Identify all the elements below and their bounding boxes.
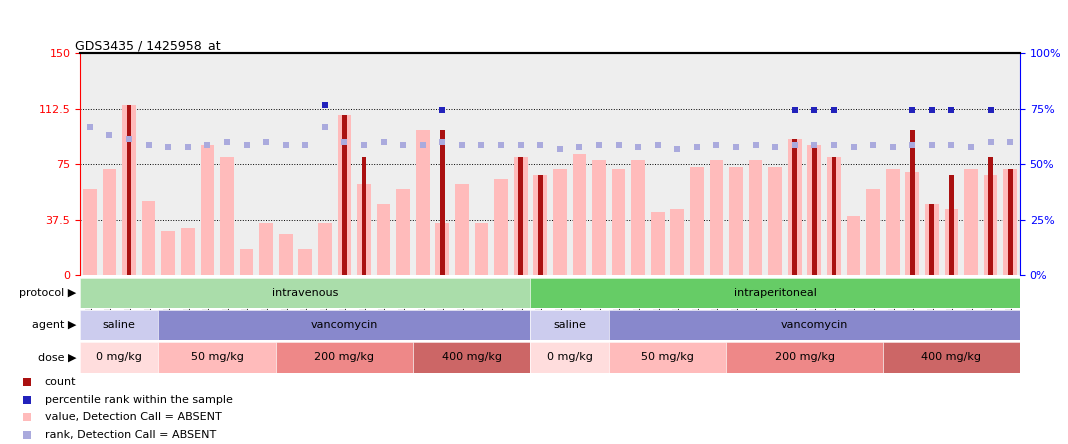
- Bar: [494, 179, 508, 275]
- Bar: [298, 249, 312, 275]
- Bar: [984, 174, 998, 275]
- Text: GDS3435 / 1425958_at: GDS3435 / 1425958_at: [76, 39, 221, 52]
- Bar: [749, 160, 763, 275]
- Text: value, Detection Call = ABSENT: value, Detection Call = ABSENT: [45, 412, 221, 422]
- Bar: [807, 145, 821, 275]
- Bar: [885, 169, 899, 275]
- Bar: [396, 190, 410, 275]
- Bar: [812, 145, 817, 275]
- Text: 400 mg/kg: 400 mg/kg: [442, 353, 502, 362]
- Text: percentile rank within the sample: percentile rank within the sample: [45, 395, 233, 404]
- Text: intraperitoneal: intraperitoneal: [734, 288, 817, 297]
- Bar: [436, 223, 450, 275]
- Bar: [792, 139, 797, 275]
- Bar: [514, 157, 528, 275]
- Bar: [964, 169, 978, 275]
- Bar: [533, 174, 547, 275]
- Bar: [415, 130, 429, 275]
- Bar: [572, 154, 586, 275]
- Bar: [83, 190, 97, 275]
- Bar: [553, 169, 567, 275]
- Text: protocol ▶: protocol ▶: [19, 288, 77, 297]
- Text: 200 mg/kg: 200 mg/kg: [314, 353, 375, 362]
- Bar: [906, 172, 920, 275]
- Bar: [357, 183, 371, 275]
- Bar: [377, 204, 391, 275]
- Bar: [709, 160, 723, 275]
- Text: 400 mg/kg: 400 mg/kg: [922, 353, 981, 362]
- Bar: [279, 234, 293, 275]
- Bar: [944, 209, 958, 275]
- Bar: [612, 169, 626, 275]
- Text: saline: saline: [103, 320, 136, 330]
- Bar: [847, 216, 861, 275]
- Bar: [729, 167, 743, 275]
- Bar: [910, 130, 914, 275]
- Bar: [949, 174, 954, 275]
- Text: 0 mg/kg: 0 mg/kg: [547, 353, 593, 362]
- Text: saline: saline: [553, 320, 586, 330]
- Bar: [866, 190, 880, 275]
- Bar: [988, 157, 993, 275]
- Bar: [260, 223, 273, 275]
- Bar: [474, 223, 488, 275]
- Text: agent ▶: agent ▶: [32, 320, 77, 330]
- Text: vancomycin: vancomycin: [311, 320, 378, 330]
- Bar: [592, 160, 606, 275]
- Bar: [362, 157, 366, 275]
- Bar: [201, 145, 215, 275]
- Bar: [671, 209, 685, 275]
- Text: dose ▶: dose ▶: [37, 353, 77, 362]
- Bar: [827, 157, 841, 275]
- Bar: [220, 157, 234, 275]
- Bar: [1003, 169, 1017, 275]
- Bar: [342, 115, 347, 275]
- Text: 50 mg/kg: 50 mg/kg: [641, 353, 694, 362]
- Bar: [440, 130, 444, 275]
- Text: count: count: [45, 377, 76, 387]
- Bar: [180, 228, 194, 275]
- Text: vancomycin: vancomycin: [781, 320, 848, 330]
- Text: intravenous: intravenous: [272, 288, 339, 297]
- Text: 0 mg/kg: 0 mg/kg: [96, 353, 142, 362]
- Bar: [650, 212, 664, 275]
- Bar: [788, 139, 802, 275]
- Bar: [122, 105, 136, 275]
- Bar: [925, 204, 939, 275]
- Bar: [832, 157, 836, 275]
- Bar: [103, 169, 116, 275]
- Bar: [337, 115, 351, 275]
- Bar: [239, 249, 253, 275]
- Bar: [161, 231, 175, 275]
- Text: 200 mg/kg: 200 mg/kg: [774, 353, 834, 362]
- Bar: [1008, 169, 1012, 275]
- Bar: [929, 204, 934, 275]
- Text: rank, Detection Call = ABSENT: rank, Detection Call = ABSENT: [45, 430, 216, 440]
- Bar: [518, 157, 523, 275]
- Bar: [142, 201, 156, 275]
- Bar: [127, 105, 131, 275]
- Bar: [455, 183, 469, 275]
- Bar: [318, 223, 332, 275]
- Bar: [690, 167, 704, 275]
- Text: 50 mg/kg: 50 mg/kg: [191, 353, 244, 362]
- Bar: [768, 167, 782, 275]
- Bar: [538, 174, 543, 275]
- Bar: [631, 160, 645, 275]
